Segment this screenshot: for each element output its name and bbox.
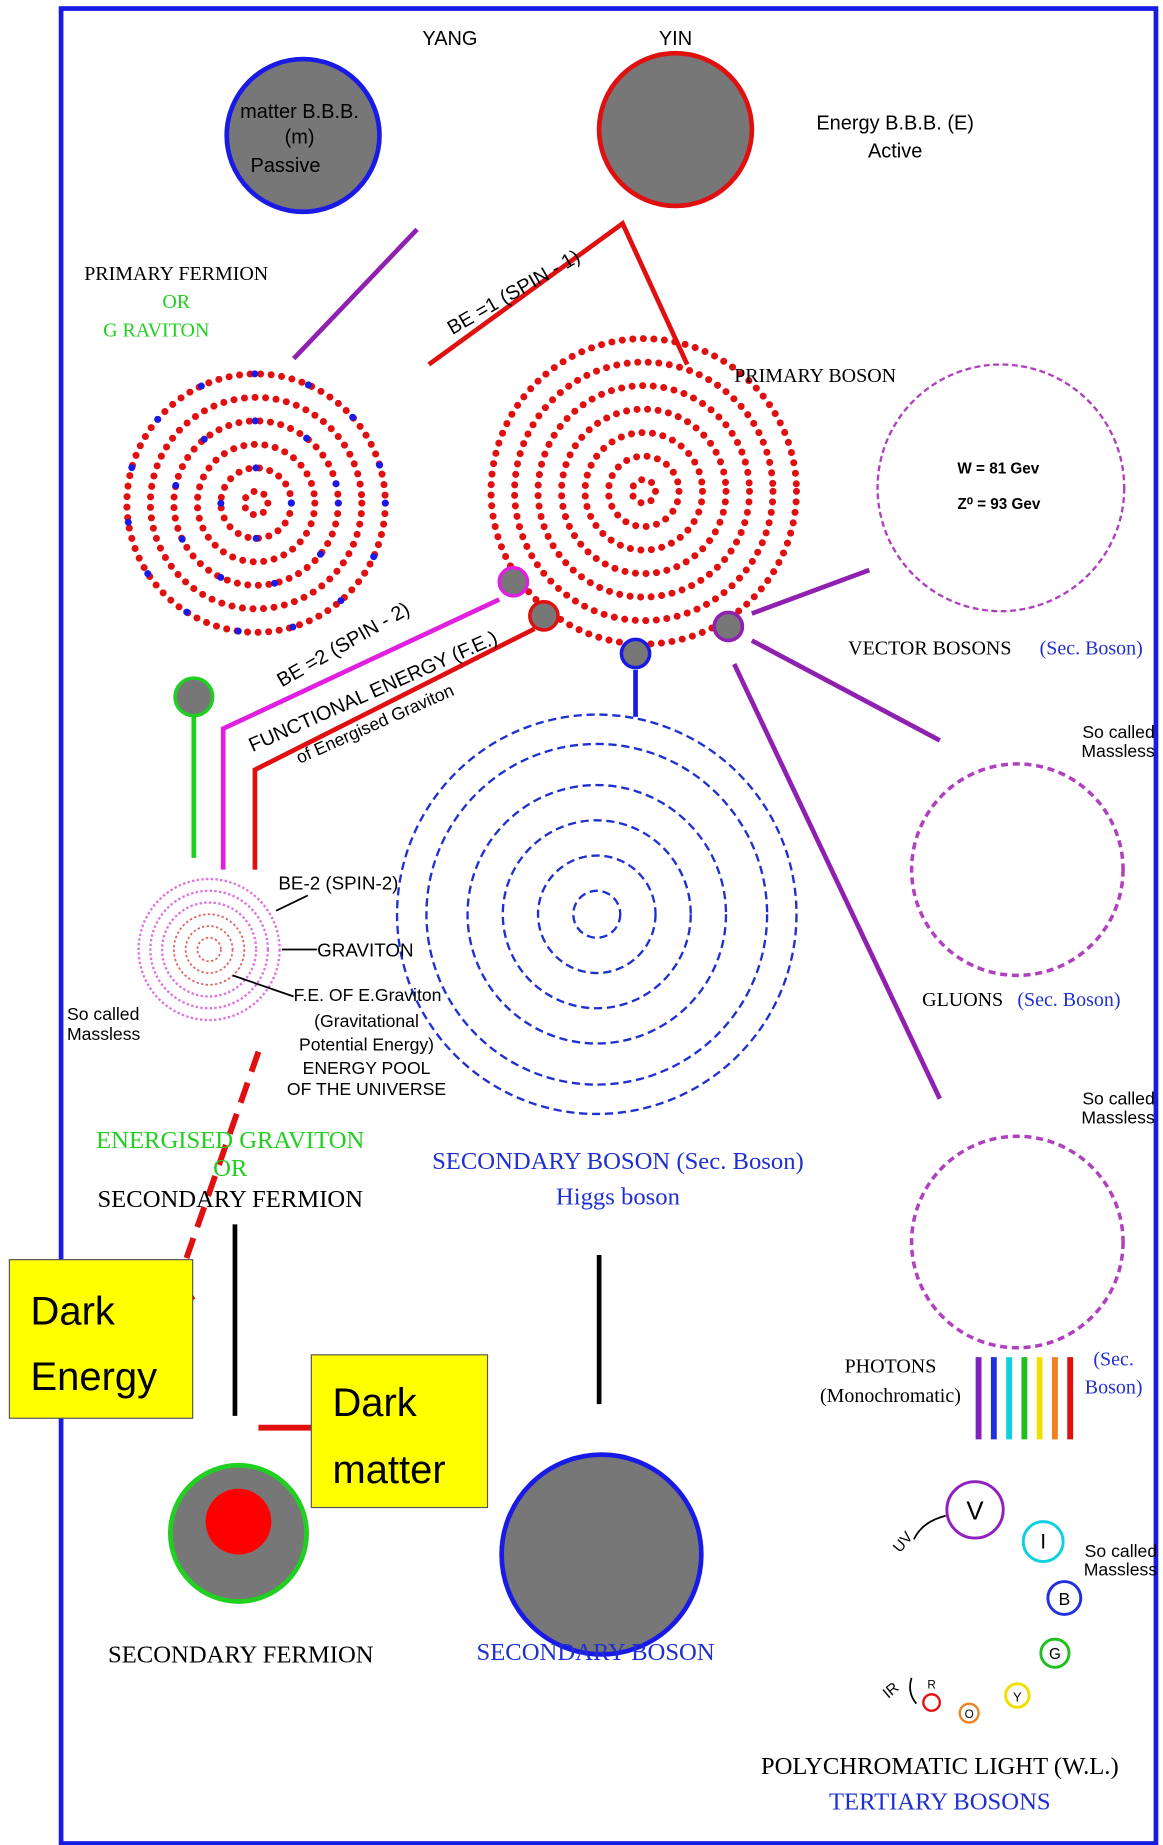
label: YANG — [422, 28, 477, 50]
label: Boson) — [1085, 1377, 1143, 1399]
label: (Sec. Boson) — [1017, 989, 1120, 1011]
label: Dark — [332, 1381, 417, 1425]
label: UV — [890, 1528, 917, 1556]
label: ENERGISED GRAVITON — [96, 1127, 364, 1154]
label: W = 81 Gev — [957, 461, 1039, 478]
label: PRIMARY FERMION — [84, 263, 268, 285]
label: So called — [1082, 1089, 1154, 1109]
label: Energy — [31, 1355, 158, 1399]
label: Massless — [1084, 1560, 1158, 1580]
label: Dark — [31, 1289, 116, 1333]
label: Passive — [251, 155, 321, 177]
label: Massless — [1081, 1107, 1155, 1127]
label: PRIMARY BOSON — [734, 365, 896, 387]
label: TERTIARY BOSONS — [829, 1788, 1051, 1815]
label: SECONDARY FERMION — [108, 1642, 374, 1669]
label: PHOTONS — [845, 1355, 937, 1377]
label: B — [1058, 1589, 1070, 1609]
label: (Sec. — [1093, 1348, 1133, 1370]
label: Y — [1013, 1689, 1022, 1704]
label: (Sec. Boson) — [1040, 638, 1143, 660]
label: (Gravitational — [314, 1011, 419, 1031]
label: SECONDARY BOSON (Sec. Boson) — [432, 1148, 804, 1175]
label: V — [966, 1497, 984, 1525]
label: YIN — [659, 28, 692, 50]
label: matter — [332, 1448, 445, 1492]
label: OR — [213, 1155, 248, 1182]
label: POLYCHROMATIC LIGHT (W.L.) — [761, 1753, 1119, 1780]
diagram: YANG YIN matter B.B.B. (m) Passive Energ… — [0, 0, 1163, 1845]
label: BE =1 (SPIN - 1) — [444, 246, 584, 340]
label: GRAVITON — [317, 940, 413, 961]
label: VECTOR BOSONS — [848, 638, 1011, 660]
label: Higgs boson — [556, 1183, 680, 1210]
label: matter B.B.B. — [240, 101, 359, 123]
label: Massless — [67, 1024, 141, 1044]
label: OF THE UNIVERSE — [287, 1079, 446, 1099]
label: So called — [67, 1004, 139, 1024]
label: Energy B.B.B. (E) — [816, 113, 974, 135]
label: R — [927, 1678, 935, 1691]
label: G — [1049, 1646, 1061, 1663]
label: OR — [162, 291, 190, 313]
label: GLUONS — [922, 989, 1003, 1011]
label: ENERGY POOL — [303, 1058, 431, 1078]
label: I — [1040, 1531, 1046, 1554]
label: Active — [868, 141, 922, 163]
label: F.E. OF E.Graviton — [294, 985, 442, 1005]
label: (m) — [285, 127, 315, 149]
label: Massless — [1081, 741, 1155, 761]
label: So called — [1082, 722, 1154, 742]
label: So called — [1085, 1541, 1157, 1561]
label: O — [965, 1708, 974, 1721]
label: (Monochromatic) — [820, 1385, 961, 1407]
label: G RAVITON — [103, 319, 209, 341]
label: SECONDARY FERMION — [97, 1186, 363, 1213]
label: IR — [880, 1679, 903, 1702]
label: Potential Energy) — [299, 1035, 434, 1055]
label: BE-2 (SPIN-2) — [278, 873, 398, 894]
label: Z⁰ = 93 Gev — [957, 496, 1040, 513]
label: SECONDARY BOSON — [477, 1639, 715, 1666]
